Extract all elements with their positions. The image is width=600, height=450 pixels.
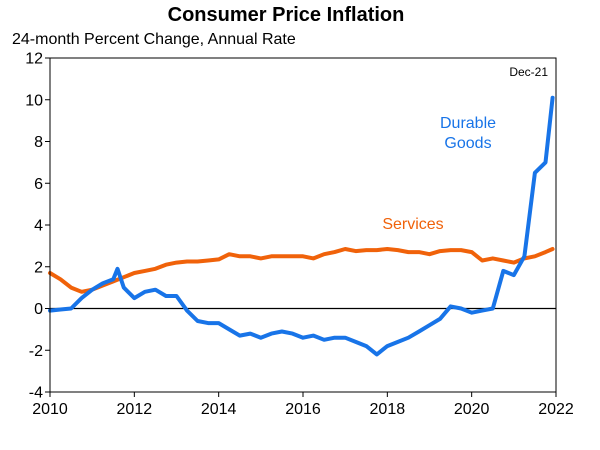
chart-title: Consumer Price Inflation [168,4,405,26]
y-tick-label: -4 [29,385,43,402]
series-label-durable-goods: Durable [440,115,496,132]
date-note: Dec-21 [509,65,548,79]
axis-layer: -4 -2 0 2 4 6 8 10 12 2010 2012 2014 2016 2018 2020 202… [25,51,574,419]
x-tick-label: 2012 [117,401,153,418]
y-tick-label: 10 [25,92,43,109]
series-line-durable-goods [48,95,555,357]
y-tick-label: 6 [34,176,43,193]
label-layer: Durable Goods Services [382,115,496,233]
y-tick-label: -2 [29,343,43,360]
x-tick-label: 2022 [538,401,574,418]
x-tick-label: 2010 [32,401,68,418]
y-tick-label: 2 [34,259,43,276]
x-tick-label: 2014 [201,401,237,418]
x-tick-label: 2020 [454,401,490,418]
y-tick-label: 8 [34,134,43,151]
x-tick-label: 2018 [370,401,406,418]
series-label-durable-goods: Goods [444,135,491,152]
y-tick-label: 0 [34,301,43,318]
series-label-services: Services [382,216,443,233]
plot-frame [49,57,557,393]
series-layer [48,95,555,357]
chart-subtitle: 24-month Percent Change, Annual Rate [12,31,296,48]
y-tick-label: 4 [34,218,43,235]
x-tick-label: 2016 [285,401,321,418]
y-tick-label: 12 [25,51,43,68]
series-line-services [48,247,555,294]
